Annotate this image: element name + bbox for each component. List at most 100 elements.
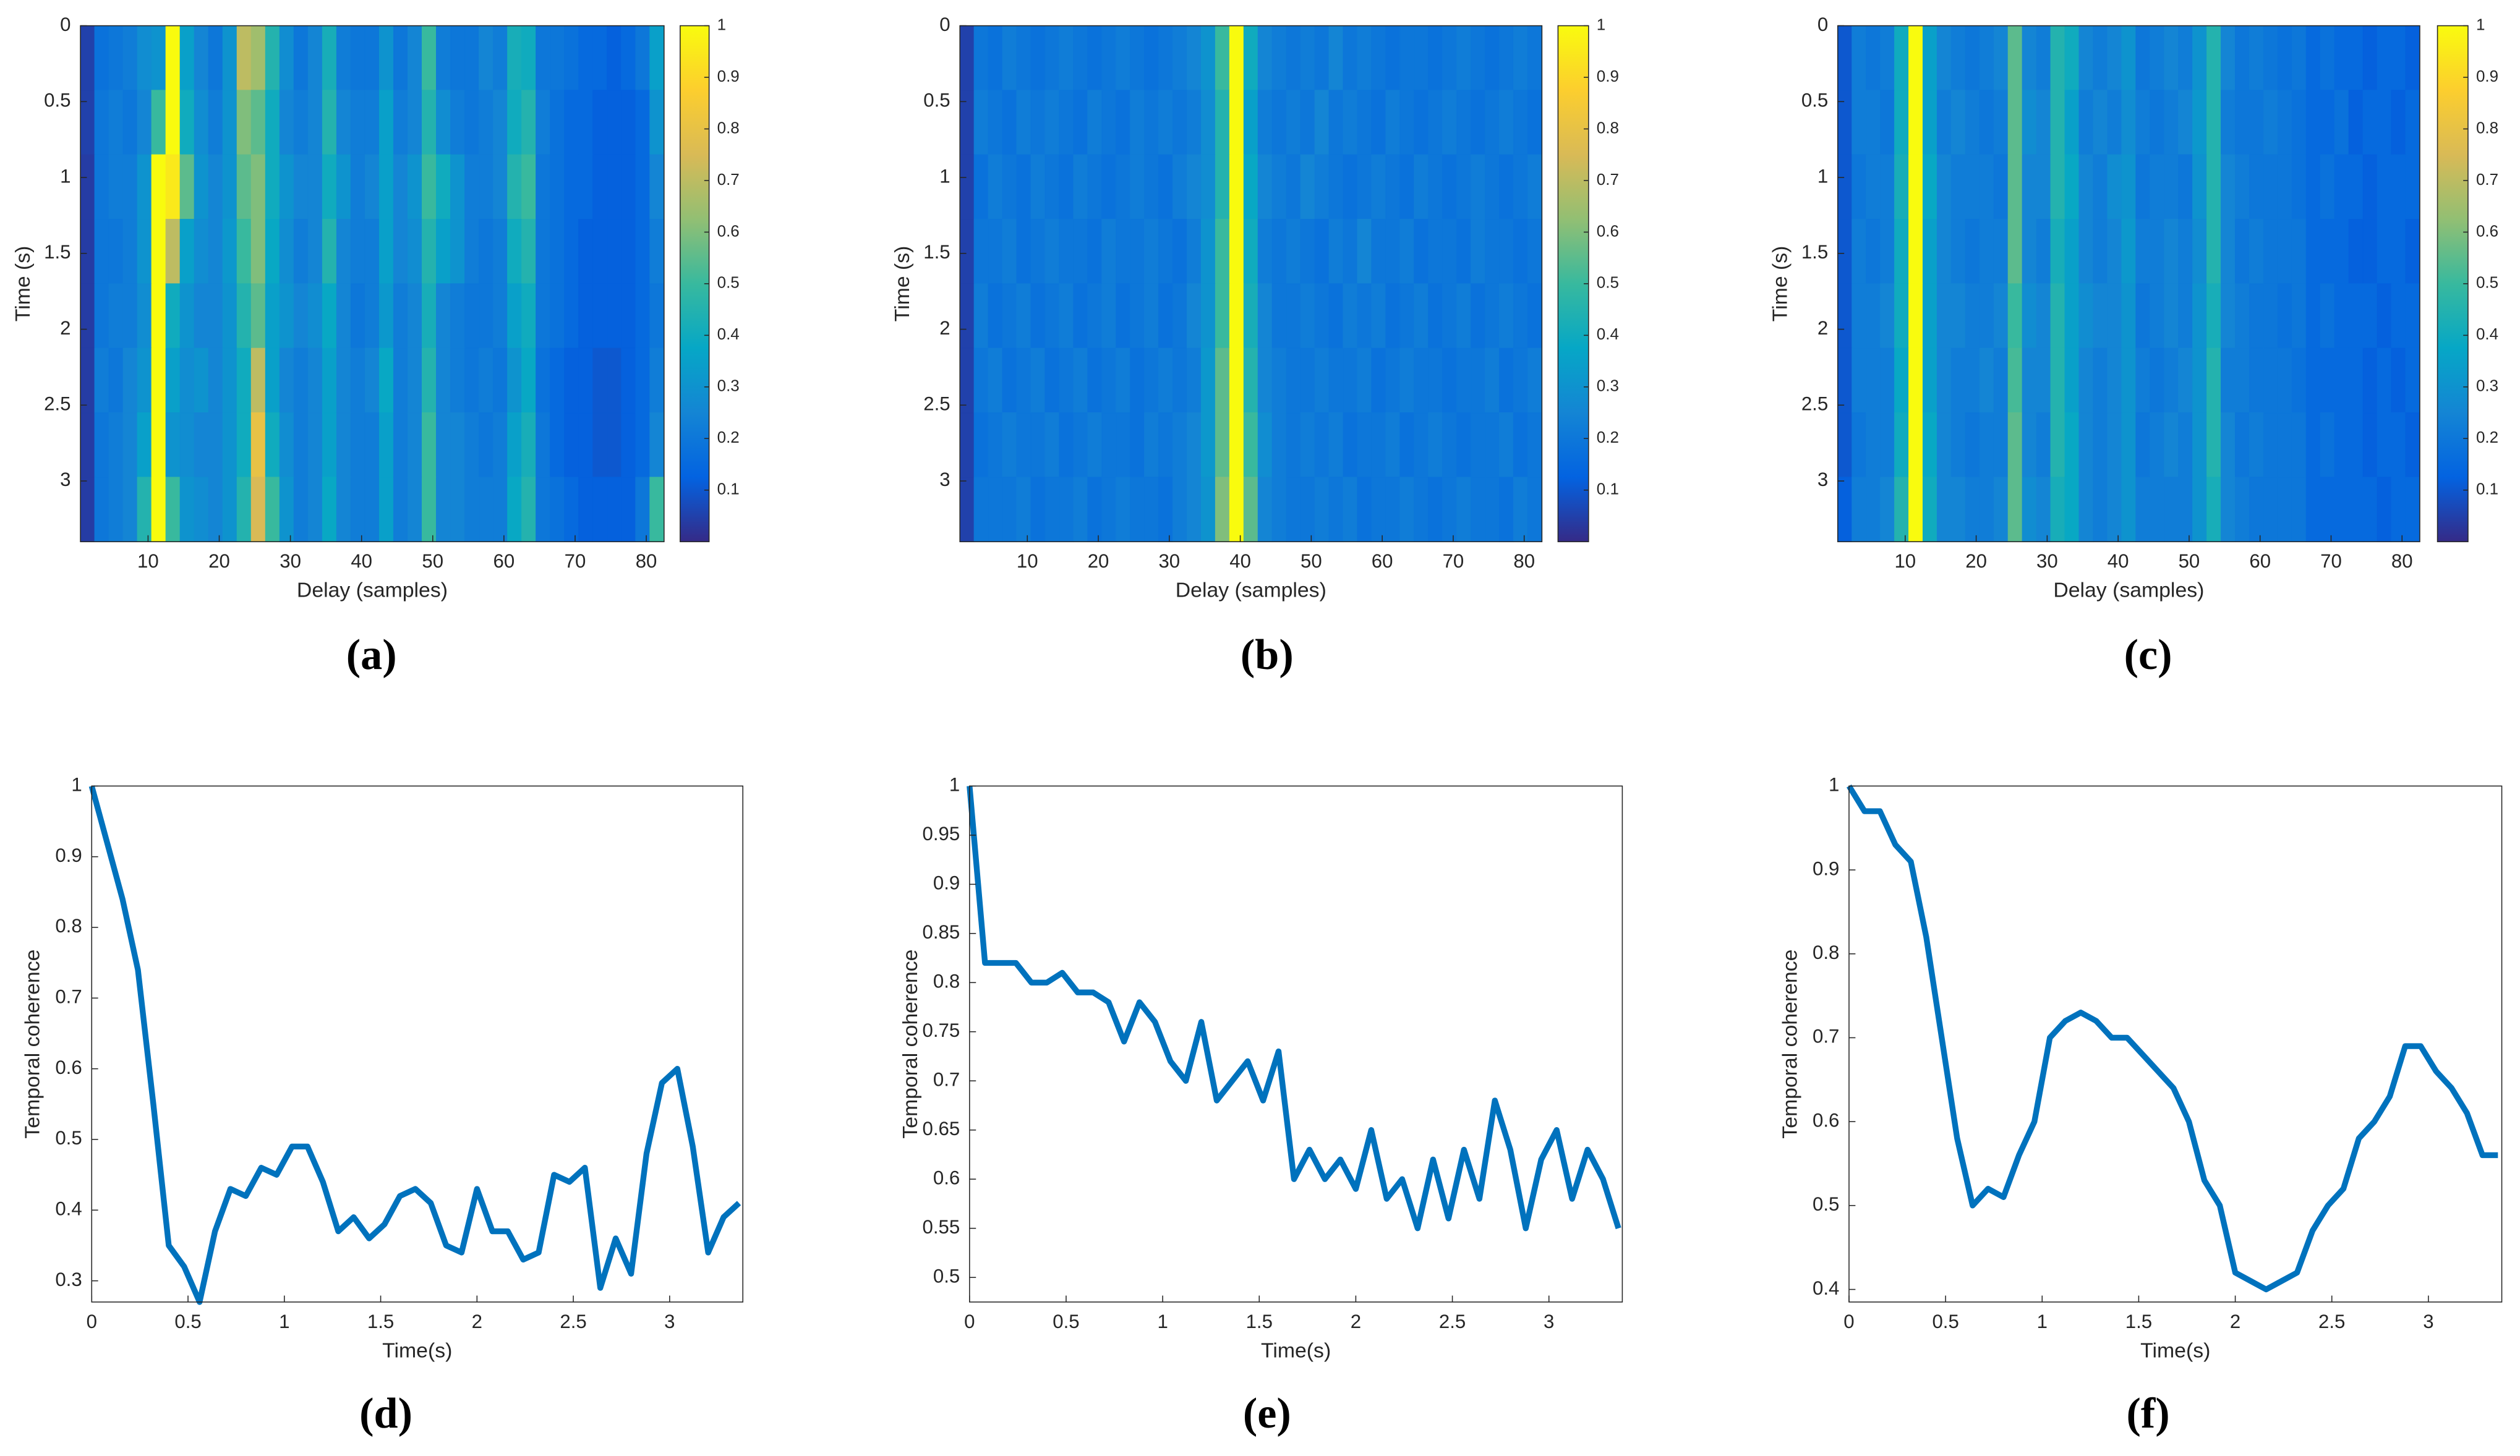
heat-cell (2050, 283, 2065, 349)
heat-cell (2036, 347, 2051, 414)
heat-cell (1030, 477, 1046, 542)
heat-cell (108, 347, 124, 414)
heat-cell (1965, 477, 1980, 542)
heat-cell (1243, 347, 1258, 414)
x-tick-label: 10 (1894, 550, 1916, 572)
heat-cell (592, 347, 608, 414)
heat-cell (1215, 90, 1230, 155)
heat-cell (1158, 412, 1174, 478)
x-tick-label: 60 (1372, 550, 1393, 572)
heat-cell (1471, 283, 1486, 349)
heat-cell (322, 219, 337, 284)
heat-cell (2022, 219, 2037, 284)
heat-cell (1527, 25, 1542, 91)
heat-cell (2320, 412, 2335, 478)
heat-cell (336, 347, 351, 414)
y-tick-label: 1.5 (44, 241, 70, 263)
heat-cell (2192, 477, 2208, 542)
heat-cell (194, 477, 209, 542)
x-axis-label: Delay (samples) (1176, 579, 1326, 602)
heat-cell (279, 347, 294, 414)
heat-cell (2263, 154, 2278, 220)
heat-cell (236, 477, 252, 542)
colorbar-tick-label: 0.7 (717, 170, 740, 189)
heat-cell (1428, 25, 1443, 91)
heat-cell (265, 25, 280, 91)
heat-cell (1371, 90, 1386, 155)
heat-cell (1002, 25, 1017, 91)
x-tick-label: 2.5 (1439, 1311, 1466, 1332)
heat-cell (1979, 347, 1994, 414)
heat-cell (422, 347, 437, 414)
heat-cell (564, 347, 579, 414)
heat-cell (1030, 283, 1046, 349)
heat-cell (422, 25, 437, 91)
heat-cell (1016, 477, 1031, 542)
heat-cell (1442, 90, 1458, 155)
colorbar-tick-label: 0.8 (717, 118, 740, 137)
heat-cell (2221, 347, 2236, 414)
heat-cell (108, 90, 124, 155)
heat-cell (1442, 477, 1458, 542)
heat-cell (1172, 90, 1188, 155)
x-tick-label: 0.5 (1932, 1311, 1958, 1332)
heat-cell (1965, 412, 1980, 478)
x-tick-label: 1 (1157, 1311, 1168, 1332)
heat-cell (450, 90, 466, 155)
heat-cell (1428, 219, 1443, 284)
heat-cell (250, 154, 266, 220)
heat-cell (2093, 219, 2108, 284)
heat-cell (1243, 412, 1258, 478)
heat-cell (2362, 477, 2378, 542)
heat-cell (1073, 25, 1088, 91)
heat-cell (2192, 412, 2208, 478)
x-tick-label: 80 (636, 550, 657, 572)
heat-cell (2178, 412, 2193, 478)
heat-cell (94, 283, 109, 349)
heat-cell (2135, 219, 2151, 284)
plot-frame (1848, 785, 2503, 1303)
heat-cell (1979, 412, 1994, 478)
heat-cell (1852, 283, 1867, 349)
heat-cell (1894, 412, 1910, 478)
heat-cell (350, 412, 365, 478)
heat-cell (1428, 283, 1443, 349)
heat-cell (1993, 347, 2009, 414)
y-tick-label: 2 (1817, 317, 1828, 339)
heat-cell (973, 219, 989, 284)
heat-cell (1087, 477, 1103, 542)
heat-cell (208, 90, 223, 155)
heat-cell (1513, 477, 1528, 542)
heat-cell (151, 283, 166, 349)
panel: 0 0.5 1 1.5 2 2.5 3 0.5 0.55 0.6 0.65 0.7 0.75 0.8 0.8… (899, 774, 1623, 1437)
heat-cell (2135, 283, 2151, 349)
heat-cell (1527, 477, 1542, 542)
heat-cell (1116, 90, 1131, 155)
heat-cell (80, 219, 95, 284)
heat-cell (1950, 477, 1966, 542)
heat-cell (1343, 477, 1358, 542)
heat-cell (2291, 347, 2307, 414)
heat-cell (1200, 283, 1216, 349)
heat-cell (2235, 154, 2250, 220)
heat-cell (165, 154, 181, 220)
heat-cell (1357, 412, 1372, 478)
heat-cell (364, 412, 380, 478)
heat-cell (1936, 154, 1952, 220)
heat-cell (2277, 90, 2292, 155)
heat-cell (1456, 347, 1472, 414)
y-tick-label: 2 (939, 317, 950, 339)
heat-cell (1456, 25, 1472, 91)
heat-cell (436, 347, 451, 414)
heat-cell (179, 477, 195, 542)
x-tick-label: 2.5 (2318, 1311, 2345, 1332)
x-tick-label: 80 (2391, 550, 2413, 572)
heat-cell (194, 90, 209, 155)
heat-cell (122, 283, 138, 349)
heat-cell (2263, 283, 2278, 349)
heat-cell (1880, 219, 1895, 284)
heat-cell (1527, 219, 1542, 284)
heat-cell (1016, 283, 1031, 349)
heat-cell (1922, 477, 1937, 542)
